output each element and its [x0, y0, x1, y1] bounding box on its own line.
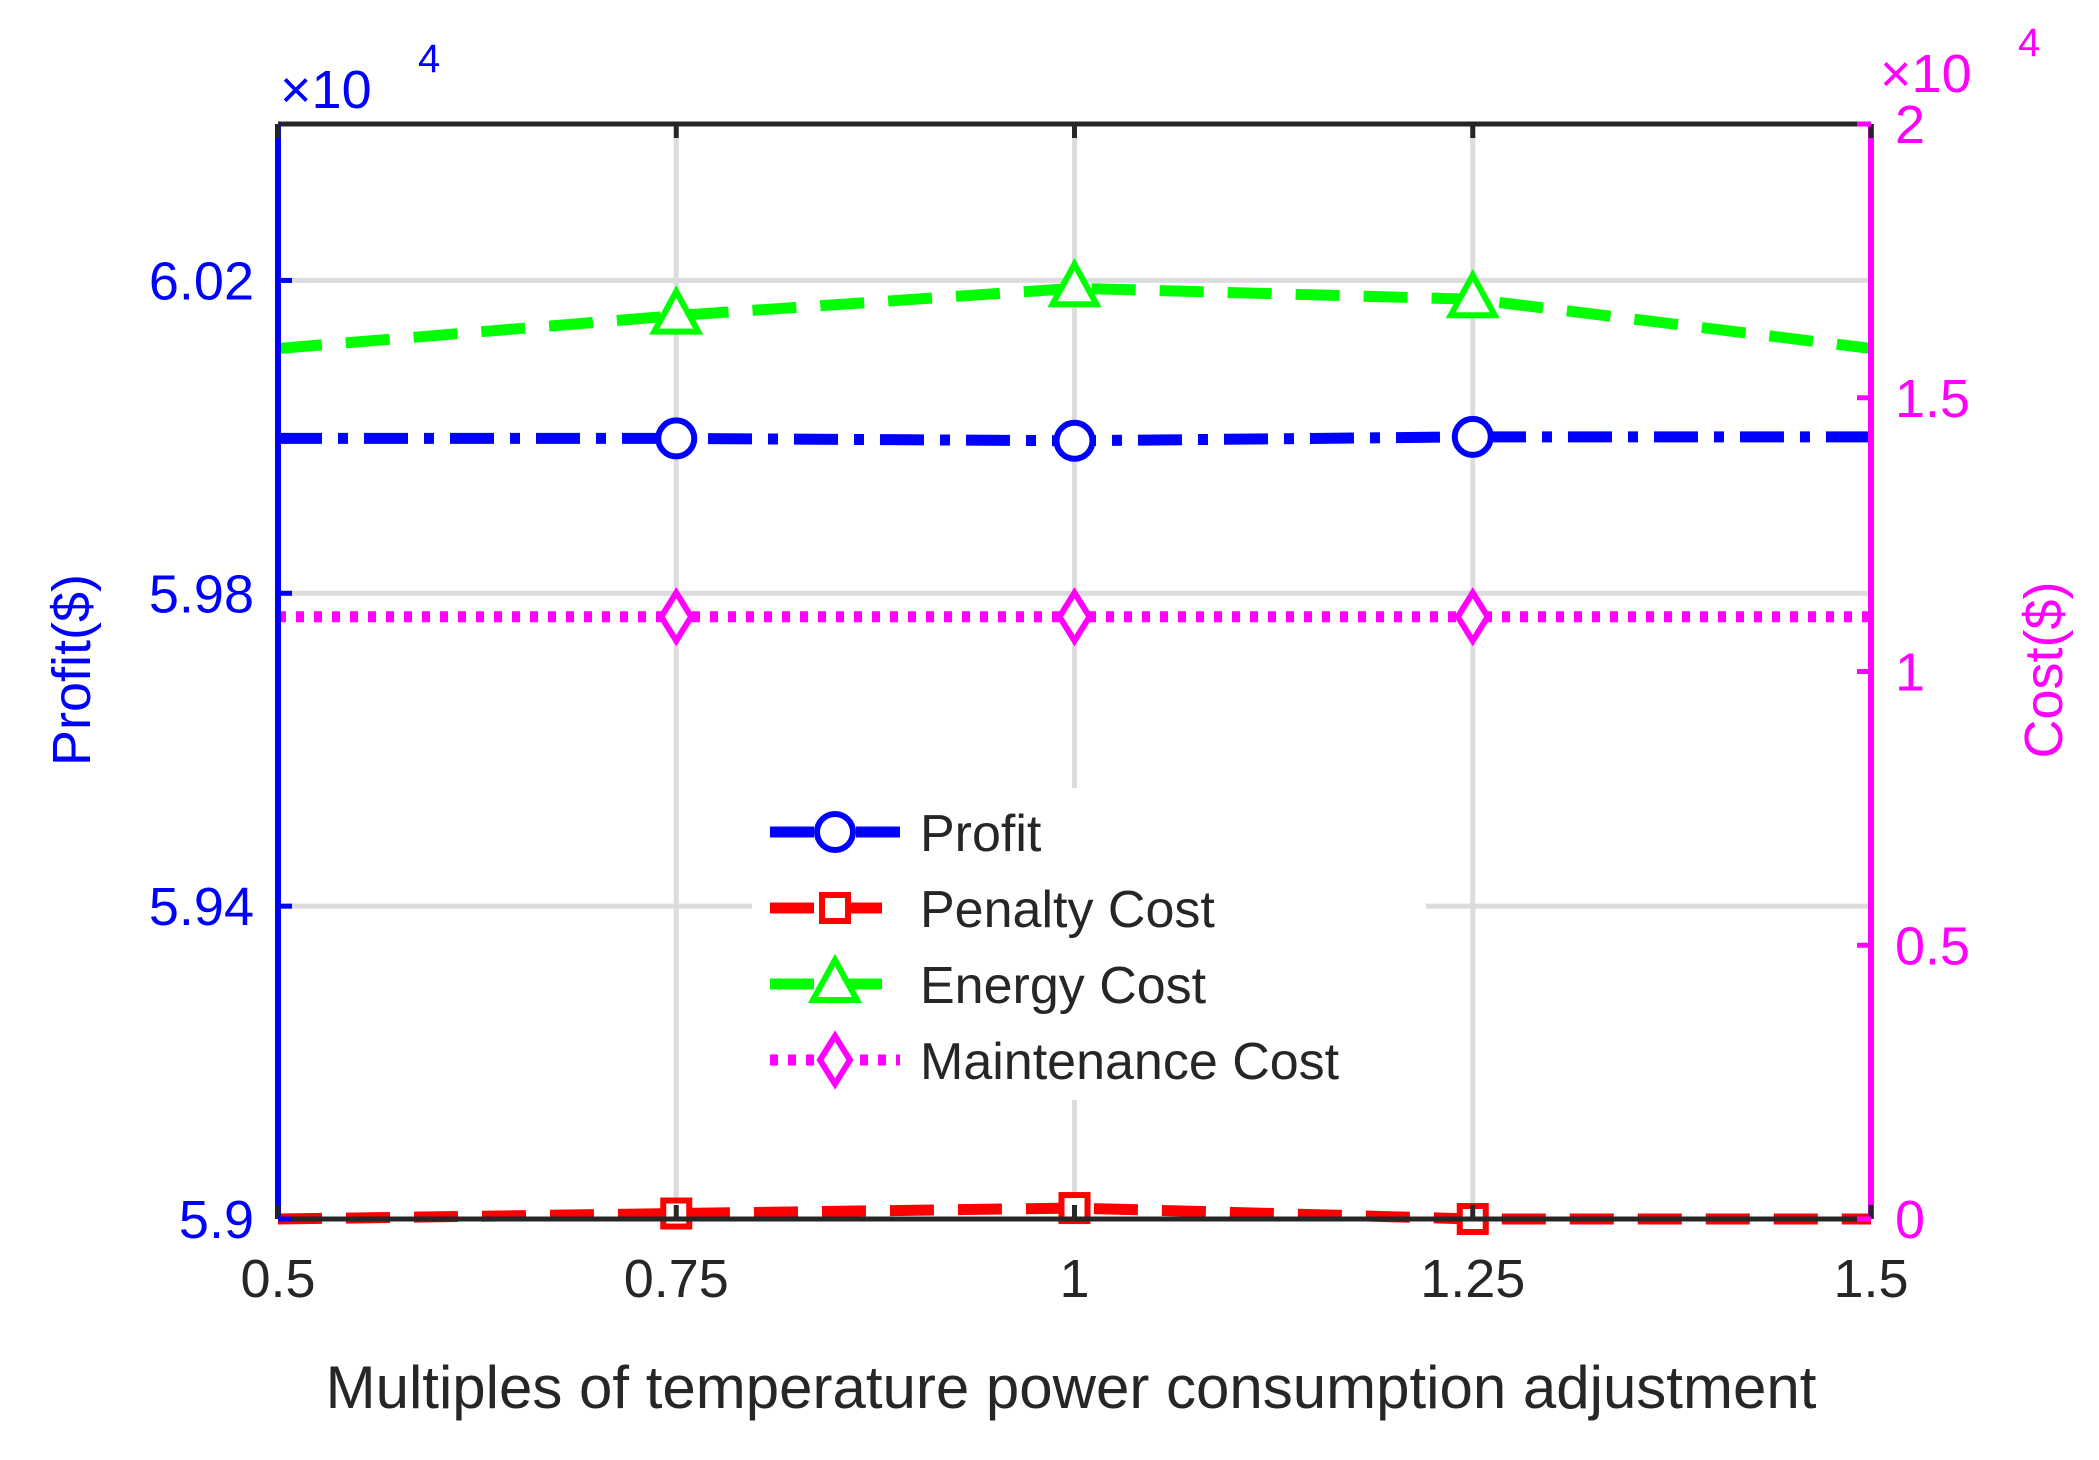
x-tick-label: 0.75	[624, 1249, 729, 1309]
legend: Profit Penalty Cost Energy Cost Maintenance…	[752, 788, 1426, 1100]
series-energy-cost	[277, 258, 1872, 354]
left-tick-label: 5.94	[149, 877, 254, 937]
series-layer	[277, 258, 1872, 1235]
data-point-energy-cost	[1047, 258, 1102, 308]
data-point-energy-cost	[649, 285, 704, 335]
right-axis-label: Cost($)	[2014, 581, 2074, 758]
left-axis-exponent: ×10 4	[280, 37, 440, 120]
legend-label-penalty-cost: Penalty Cost	[920, 881, 1215, 939]
data-point-profit	[1053, 419, 1096, 462]
right-exponent-base: ×10	[1880, 44, 1972, 104]
left-exponent-power: 4	[418, 37, 440, 81]
right-exponent-power: 4	[2018, 21, 2040, 65]
left-tick-label: 5.98	[149, 564, 254, 624]
legend-label-profit: Profit	[920, 805, 1042, 863]
x-tick-label: 1.5	[1833, 1249, 1908, 1309]
axes: 0.5 0.75 1 1.25 1.5 5.9 5.94 5.98 6.02 0 0.5 1 1.5 2	[149, 95, 1970, 1309]
right-tick-label: 0	[1895, 1190, 1925, 1250]
legend-label-energy-cost: Energy Cost	[920, 957, 1207, 1015]
data-point-maintenance-cost	[657, 587, 695, 647]
data-point-profit	[1451, 415, 1494, 458]
legend-marker-maintenance-cost	[816, 1030, 854, 1090]
x-tick-label: 1.25	[1420, 1249, 1525, 1309]
x-tick-label: 1	[1059, 1249, 1089, 1309]
right-tick-label: 2	[1895, 95, 1925, 155]
right-tick-label: 1	[1895, 643, 1925, 703]
legend-marker-profit	[814, 811, 856, 853]
data-point-maintenance-cost	[1055, 587, 1094, 647]
data-point-energy-cost	[1445, 268, 1500, 319]
series-maintenance-cost	[278, 587, 1871, 647]
series-line-energy-cost	[277, 282, 1872, 354]
series-profit	[278, 415, 1871, 462]
right-axis-exponent: ×10 4	[1880, 21, 2040, 104]
legend-marker-energy-cost	[807, 953, 863, 1003]
right-tick-label: 0.5	[1895, 916, 1970, 976]
x-tick-label: 0.5	[240, 1249, 315, 1309]
data-point-profit	[655, 417, 698, 460]
left-tick-label: 6.02	[149, 251, 254, 311]
data-point-penalty-cost	[660, 1197, 693, 1230]
left-exponent-base: ×10	[280, 60, 372, 120]
right-tick-label: 1.5	[1895, 369, 1970, 429]
left-tick-label: 5.9	[179, 1190, 254, 1250]
legend-item-energy-cost: Energy Cost	[770, 953, 1207, 1015]
legend-item-maintenance-cost: Maintenance Cost	[770, 1030, 1340, 1091]
data-point-maintenance-cost	[1454, 587, 1492, 647]
legend-item-penalty-cost: Penalty Cost	[770, 881, 1215, 939]
legend-label-maintenance-cost: Maintenance Cost	[920, 1033, 1340, 1091]
legend-marker-penalty-cost	[819, 892, 851, 924]
x-axis-label: Multiples of temperature power consumpti…	[326, 1354, 1817, 1421]
legend-box	[752, 788, 1426, 1100]
legend-item-profit: Profit	[770, 805, 1042, 863]
left-axis-label: Profit($)	[42, 574, 102, 766]
